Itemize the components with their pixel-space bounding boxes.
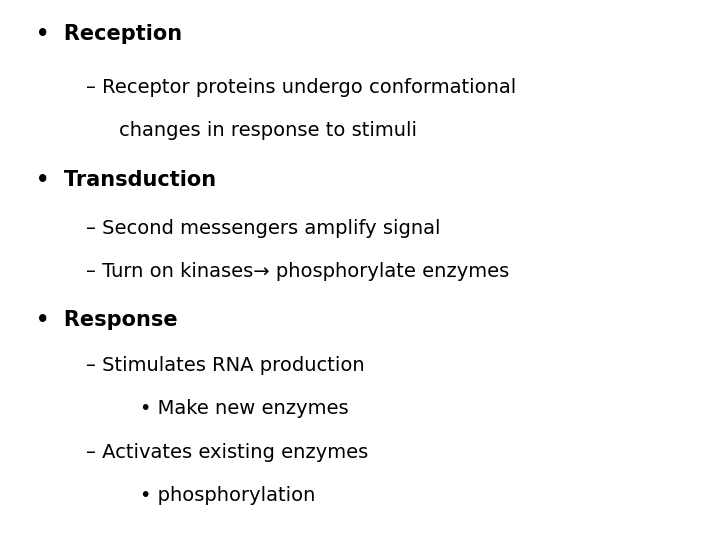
Text: •  Response: • Response [36, 310, 178, 330]
Text: • Make new enzymes: • Make new enzymes [140, 399, 349, 417]
Text: – Receptor proteins undergo conformational: – Receptor proteins undergo conformation… [86, 78, 517, 97]
Text: •  Reception: • Reception [36, 24, 182, 44]
Text: – Stimulates RNA production: – Stimulates RNA production [86, 356, 365, 375]
Text: – Second messengers amplify signal: – Second messengers amplify signal [86, 219, 441, 238]
Text: – Activates existing enzymes: – Activates existing enzymes [86, 443, 369, 462]
Text: – Turn on kinases→ phosphorylate enzymes: – Turn on kinases→ phosphorylate enzymes [86, 262, 510, 281]
Text: •  Transduction: • Transduction [36, 170, 216, 190]
Text: • phosphorylation: • phosphorylation [140, 486, 316, 505]
Text: changes in response to stimuli: changes in response to stimuli [119, 122, 417, 140]
